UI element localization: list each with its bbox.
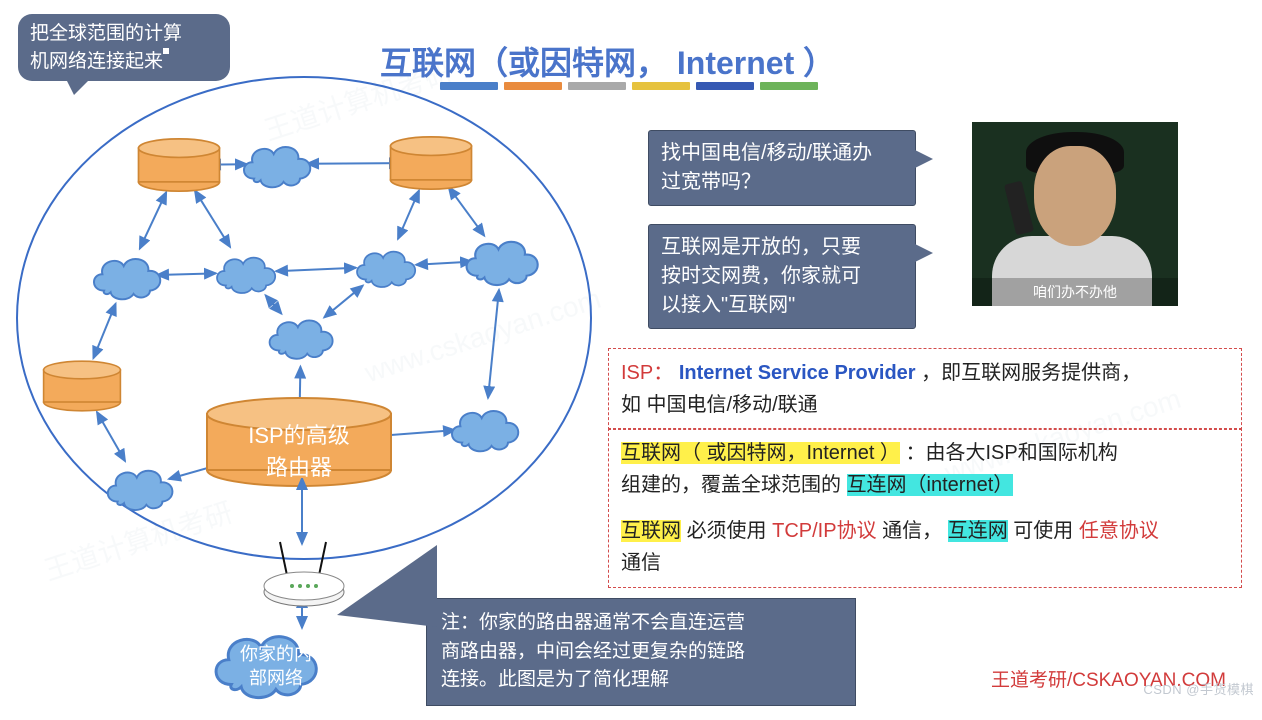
text-line: 过宽带吗？ [661, 171, 761, 193]
highlight-internet-2: 互联网 [621, 520, 681, 542]
text: 必须使用 [687, 520, 767, 542]
highlight-interconnect-2: 互连网 [948, 520, 1008, 542]
text-line: 机网络连接起来 [30, 51, 163, 72]
protocol-any: 任意协议 [1079, 520, 1159, 542]
highlight-interconnect: 互连网（internet） [847, 474, 1014, 496]
text-line: 注：你家的路由器通常不会直连运营 [441, 612, 745, 633]
network-cloud-icon [236, 136, 318, 197]
text-line: 路由器 [266, 455, 332, 480]
network-cloud-icon [100, 460, 180, 519]
global-network-label: 把全球范围的计算 机网络连接起来 [18, 14, 230, 81]
text-line: 按时交网费，你家就可 [661, 265, 861, 287]
isp-router-label: ISP的高级 路由器 [204, 418, 394, 482]
title-underline-bar [504, 82, 562, 90]
photo-caption: 咱们办不办他 [972, 278, 1178, 306]
text-line: 商路由器，中间会经过更复杂的链路 [441, 641, 745, 662]
text-line: 互联网是开放的，只要 [661, 236, 861, 258]
text-line: 把全球范围的计算 [30, 23, 182, 44]
meme-photo: 咱们办不办他 [972, 122, 1178, 306]
text: 通信， [882, 520, 942, 542]
text: 通信 [621, 552, 661, 574]
database-cylinder-icon [388, 136, 474, 195]
home-network-label: 你家的内 部网络 [224, 642, 328, 691]
isp-definition-box: ISP： Internet Service Provider ，即互联网服务提供… [608, 348, 1242, 430]
network-cloud-icon [262, 310, 340, 368]
text-line: 部网络 [249, 668, 303, 688]
page-title: 互联网（或因特网， Internet ） [380, 38, 835, 84]
title-underline-bar [440, 82, 498, 90]
text: ：由各大ISP和国际机构 [906, 442, 1118, 464]
text-line: 你家的内 [240, 644, 312, 664]
isp-expansion: Internet Service Provider [679, 362, 916, 384]
text: 如 中国电信/移动/联通 [621, 394, 818, 416]
text-line: ISP的高级 [248, 423, 349, 448]
text: 组建的，覆盖全球范围的 [621, 474, 841, 496]
internet-definition-box: 互联网（ 或因特网，Internet ） ：由各大ISP和国际机构 组建的，覆盖… [608, 428, 1242, 588]
network-cloud-icon [86, 248, 168, 309]
speech-bubble-2: 互联网是开放的，只要 按时交网费，你家就可 以接入"互联网" [648, 224, 916, 329]
database-cylinder-icon [42, 360, 122, 417]
title-underline-bar [696, 82, 754, 90]
text: ，即互联网服务提供商， [921, 362, 1141, 384]
text: 可使用 [1013, 520, 1073, 542]
network-cloud-icon [210, 248, 282, 302]
isp-label: ISP： [621, 362, 673, 384]
text-line: 找中国电信/移动/联通办 [661, 142, 872, 164]
corner-watermark: CSDN @手货模棋 [1143, 679, 1254, 698]
database-cylinder-icon [136, 138, 222, 197]
speech-bubble-1: 找中国电信/移动/联通办 过宽带吗？ [648, 130, 916, 206]
network-cloud-icon [444, 400, 526, 461]
highlight-internet: 互联网（ 或因特网，Internet ） [621, 442, 900, 464]
title-underline-bar [632, 82, 690, 90]
text-line: 以接入"互联网" [661, 294, 795, 316]
text-line: 连接。此图是为了简化理解 [441, 669, 669, 690]
title-underline-bar [760, 82, 818, 90]
protocol-tcpip: TCP/IP协议 [772, 520, 876, 542]
network-cloud-icon [458, 230, 546, 295]
title-underline-bar [568, 82, 626, 90]
network-cloud-icon [350, 242, 422, 296]
clarification-note: 注：你家的路由器通常不会直连运营 商路由器，中间会经过更复杂的链路 连接。此图是… [426, 598, 856, 706]
